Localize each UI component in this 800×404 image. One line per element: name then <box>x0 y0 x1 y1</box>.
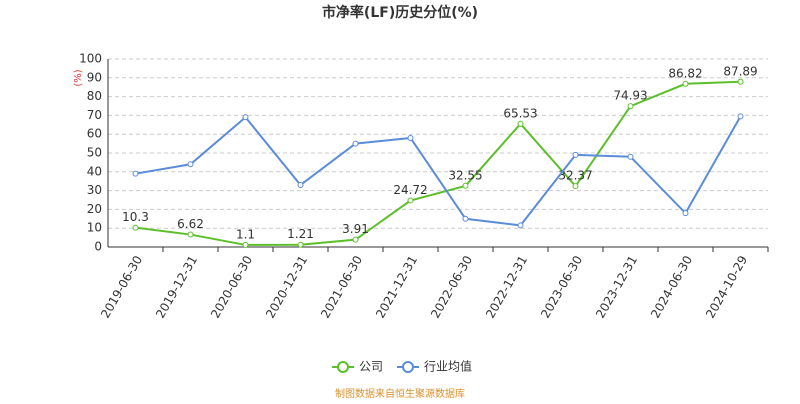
y-tick-label: 20 <box>87 202 102 216</box>
point <box>297 241 304 248</box>
point <box>517 222 524 229</box>
data-label: 32.37 <box>558 169 592 183</box>
x-tick-label: 2024-10-29 <box>703 253 750 320</box>
data-label: 10.3 <box>122 210 149 224</box>
x-tick-label: 2019-06-30 <box>98 253 145 320</box>
data-label: 1.21 <box>287 227 314 241</box>
x-tick-label: 2022-12-31 <box>483 253 530 320</box>
point <box>242 114 249 121</box>
x-tick-label: 2020-12-31 <box>263 253 310 320</box>
y-tick-label: 80 <box>87 89 102 103</box>
x-tick-label: 2021-12-31 <box>373 253 420 320</box>
point <box>132 224 139 231</box>
point <box>462 182 469 189</box>
point <box>352 236 359 243</box>
y-tick-label: 40 <box>87 164 102 178</box>
legend-label: 公司 <box>359 360 383 374</box>
point <box>132 170 139 177</box>
x-tick-label: 2019-12-31 <box>153 253 200 320</box>
legend-label: 行业均值 <box>424 359 472 374</box>
point <box>462 215 469 222</box>
data-label: 24.72 <box>393 183 427 197</box>
data-label: 1.1 <box>236 227 255 241</box>
point <box>682 210 689 217</box>
x-tick-label: 2022-06-30 <box>428 253 475 320</box>
line <box>135 80 741 246</box>
footer: 制图数据来自恒生聚源数据库 <box>335 387 465 400</box>
point <box>572 151 579 158</box>
point <box>242 241 249 248</box>
data-label: 87.89 <box>723 64 757 78</box>
point <box>352 140 359 147</box>
x-tick-label: 2024-06-30 <box>648 253 695 320</box>
y-tick-label: 100 <box>79 52 102 66</box>
point <box>517 120 524 127</box>
point <box>187 161 194 168</box>
y-tick-label: 30 <box>87 183 102 197</box>
point <box>682 80 689 87</box>
data-label: 6.62 <box>177 217 204 231</box>
y-tick-label: 90 <box>87 70 102 84</box>
y-tick-label: 0 <box>94 240 102 254</box>
legend-marker <box>337 361 349 373</box>
point <box>737 78 744 85</box>
y-tick-label: 50 <box>87 146 102 160</box>
x-tick-label: 2023-06-30 <box>538 253 585 320</box>
legend-marker <box>402 361 414 373</box>
data-label: 86.82 <box>668 66 702 80</box>
point <box>297 181 304 188</box>
x-tick-label: 2020-06-30 <box>208 253 255 320</box>
point <box>407 134 414 141</box>
point <box>572 183 579 190</box>
data-label: 74.93 <box>613 89 647 103</box>
y-tick-label: 70 <box>87 108 102 122</box>
data-label: 32.55 <box>448 168 482 182</box>
chart-title: 市净率(LF)历史分位(%) <box>322 4 478 21</box>
data-label: 3.91 <box>342 222 369 236</box>
data-label: 65.53 <box>503 106 537 120</box>
point <box>627 153 634 160</box>
point <box>627 103 634 110</box>
y-axis-label: (%) <box>73 69 84 86</box>
point <box>187 231 194 238</box>
y-tick-label: 10 <box>87 221 102 235</box>
y-tick-label: 60 <box>87 127 102 141</box>
point <box>737 113 744 120</box>
line <box>135 115 742 227</box>
point <box>407 197 414 204</box>
x-tick-label: 2023-12-31 <box>593 253 640 320</box>
x-tick-label: 2021-06-30 <box>318 253 365 320</box>
